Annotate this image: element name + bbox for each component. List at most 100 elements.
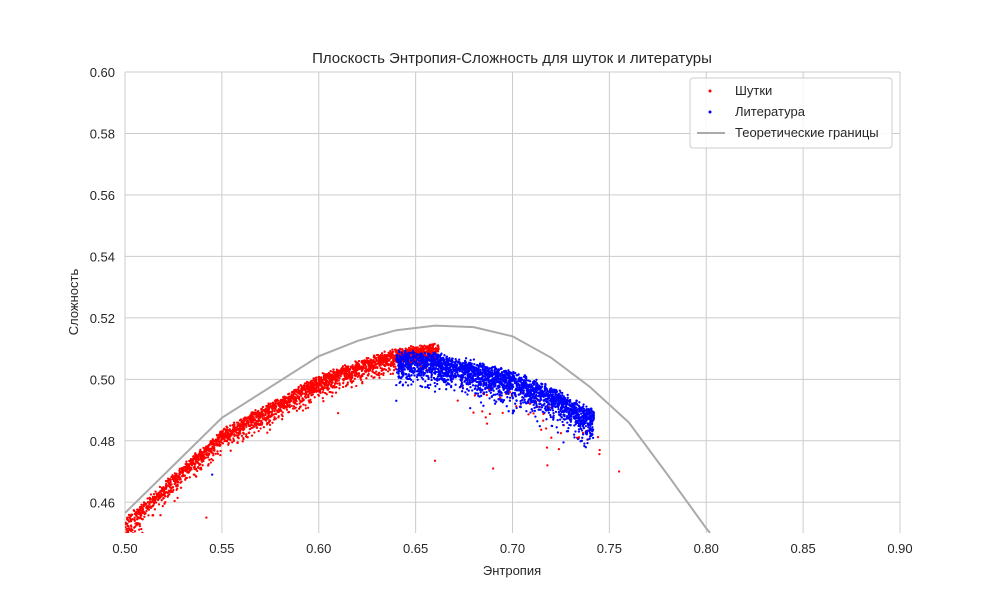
scatter-point <box>248 418 252 421</box>
scatter-point <box>207 453 210 456</box>
scatter-point <box>242 419 245 422</box>
scatter-point <box>525 381 528 385</box>
scatter-point <box>544 382 547 386</box>
scatter-point <box>448 383 451 386</box>
scatter-point <box>434 361 437 365</box>
scatter-point <box>213 439 216 443</box>
scatter-point <box>446 365 449 369</box>
scatter-point <box>516 386 519 389</box>
scatter-point <box>438 387 441 391</box>
scatter-point <box>399 376 402 379</box>
scatter-point <box>515 399 518 402</box>
scatter-point <box>514 395 517 398</box>
scatter-point <box>267 407 271 411</box>
scatter-point <box>506 385 510 388</box>
scatter-point <box>195 453 198 457</box>
scatter-point <box>255 415 258 419</box>
scatter-point <box>477 377 480 381</box>
scatter-point <box>511 397 515 400</box>
scatter-point <box>582 427 586 430</box>
scatter-point <box>467 372 471 376</box>
scatter-point <box>490 394 494 398</box>
scatter-point <box>569 424 572 427</box>
scatter-point <box>152 492 156 496</box>
scatter-point <box>291 407 295 410</box>
scatter-point <box>535 391 538 394</box>
scatter-point <box>400 363 404 366</box>
scatter-point <box>453 364 457 368</box>
scatter-point <box>428 370 431 374</box>
scatter-point <box>231 441 234 444</box>
scatter-point <box>492 389 495 392</box>
scatter-point <box>304 404 307 407</box>
scatter-point <box>421 378 425 381</box>
scatter-point <box>566 393 569 397</box>
scatter-point <box>154 490 157 493</box>
scatter-point <box>539 387 542 390</box>
scatter-point <box>500 398 503 401</box>
scatter-point <box>329 370 332 373</box>
scatter-point <box>153 508 157 511</box>
scatter-point <box>424 356 427 359</box>
scatter-point <box>485 422 489 425</box>
scatter-point <box>427 363 431 366</box>
scatter-point <box>479 368 482 372</box>
scatter-point <box>353 377 356 380</box>
scatter-point <box>420 372 423 375</box>
scatter-point <box>493 399 496 402</box>
scatter-point <box>336 376 339 379</box>
scatter-point <box>467 367 471 370</box>
scatter-point <box>544 405 547 408</box>
scatter-point <box>393 348 397 351</box>
scatter-point <box>262 414 266 417</box>
scatter-point <box>398 360 401 363</box>
scatter-point <box>329 380 332 384</box>
scatter-point <box>407 349 411 352</box>
scatter-point <box>533 409 537 413</box>
scatter-point <box>134 511 138 514</box>
scatter-point <box>405 358 409 361</box>
scatter-point <box>307 396 310 399</box>
scatter-point <box>288 405 291 408</box>
scatter-point <box>539 392 542 395</box>
scatter-point <box>408 354 411 357</box>
scatter-point <box>570 410 574 413</box>
scatter-point <box>560 401 564 405</box>
scatter-point <box>502 399 506 402</box>
scatter-point <box>369 358 373 361</box>
scatter-point <box>430 364 433 368</box>
scatter-point <box>505 387 508 390</box>
scatter-point <box>268 428 272 431</box>
scatter-point <box>428 358 431 361</box>
scatter-point <box>401 371 404 374</box>
scatter-point <box>208 458 211 462</box>
scatter-point <box>539 408 542 411</box>
scatter-point <box>426 346 429 349</box>
scatter-point <box>505 381 509 384</box>
scatter-point <box>371 363 374 366</box>
scatter-point <box>210 443 213 446</box>
scatter-point <box>250 434 254 437</box>
scatter-point <box>305 384 309 388</box>
scatter-point <box>130 527 133 531</box>
scatter-point <box>300 384 303 387</box>
scatter-point <box>334 373 337 376</box>
scatter-point <box>532 380 535 384</box>
scatter-point <box>395 368 399 371</box>
scatter-point <box>191 462 195 466</box>
scatter-point <box>496 392 499 396</box>
scatter-point <box>325 393 328 396</box>
scatter-point <box>158 490 162 494</box>
scatter-point <box>327 387 331 390</box>
scatter-point <box>563 414 566 418</box>
scatter-point <box>490 367 493 370</box>
scatter-point <box>582 412 585 415</box>
scatter-point <box>133 516 136 519</box>
scatter-point <box>139 513 142 516</box>
scatter-point <box>495 377 498 381</box>
scatter-point <box>491 377 494 380</box>
scatter-point <box>437 345 440 348</box>
scatter-point <box>209 461 212 464</box>
scatter-point <box>433 459 437 462</box>
scatter-point <box>430 356 433 359</box>
